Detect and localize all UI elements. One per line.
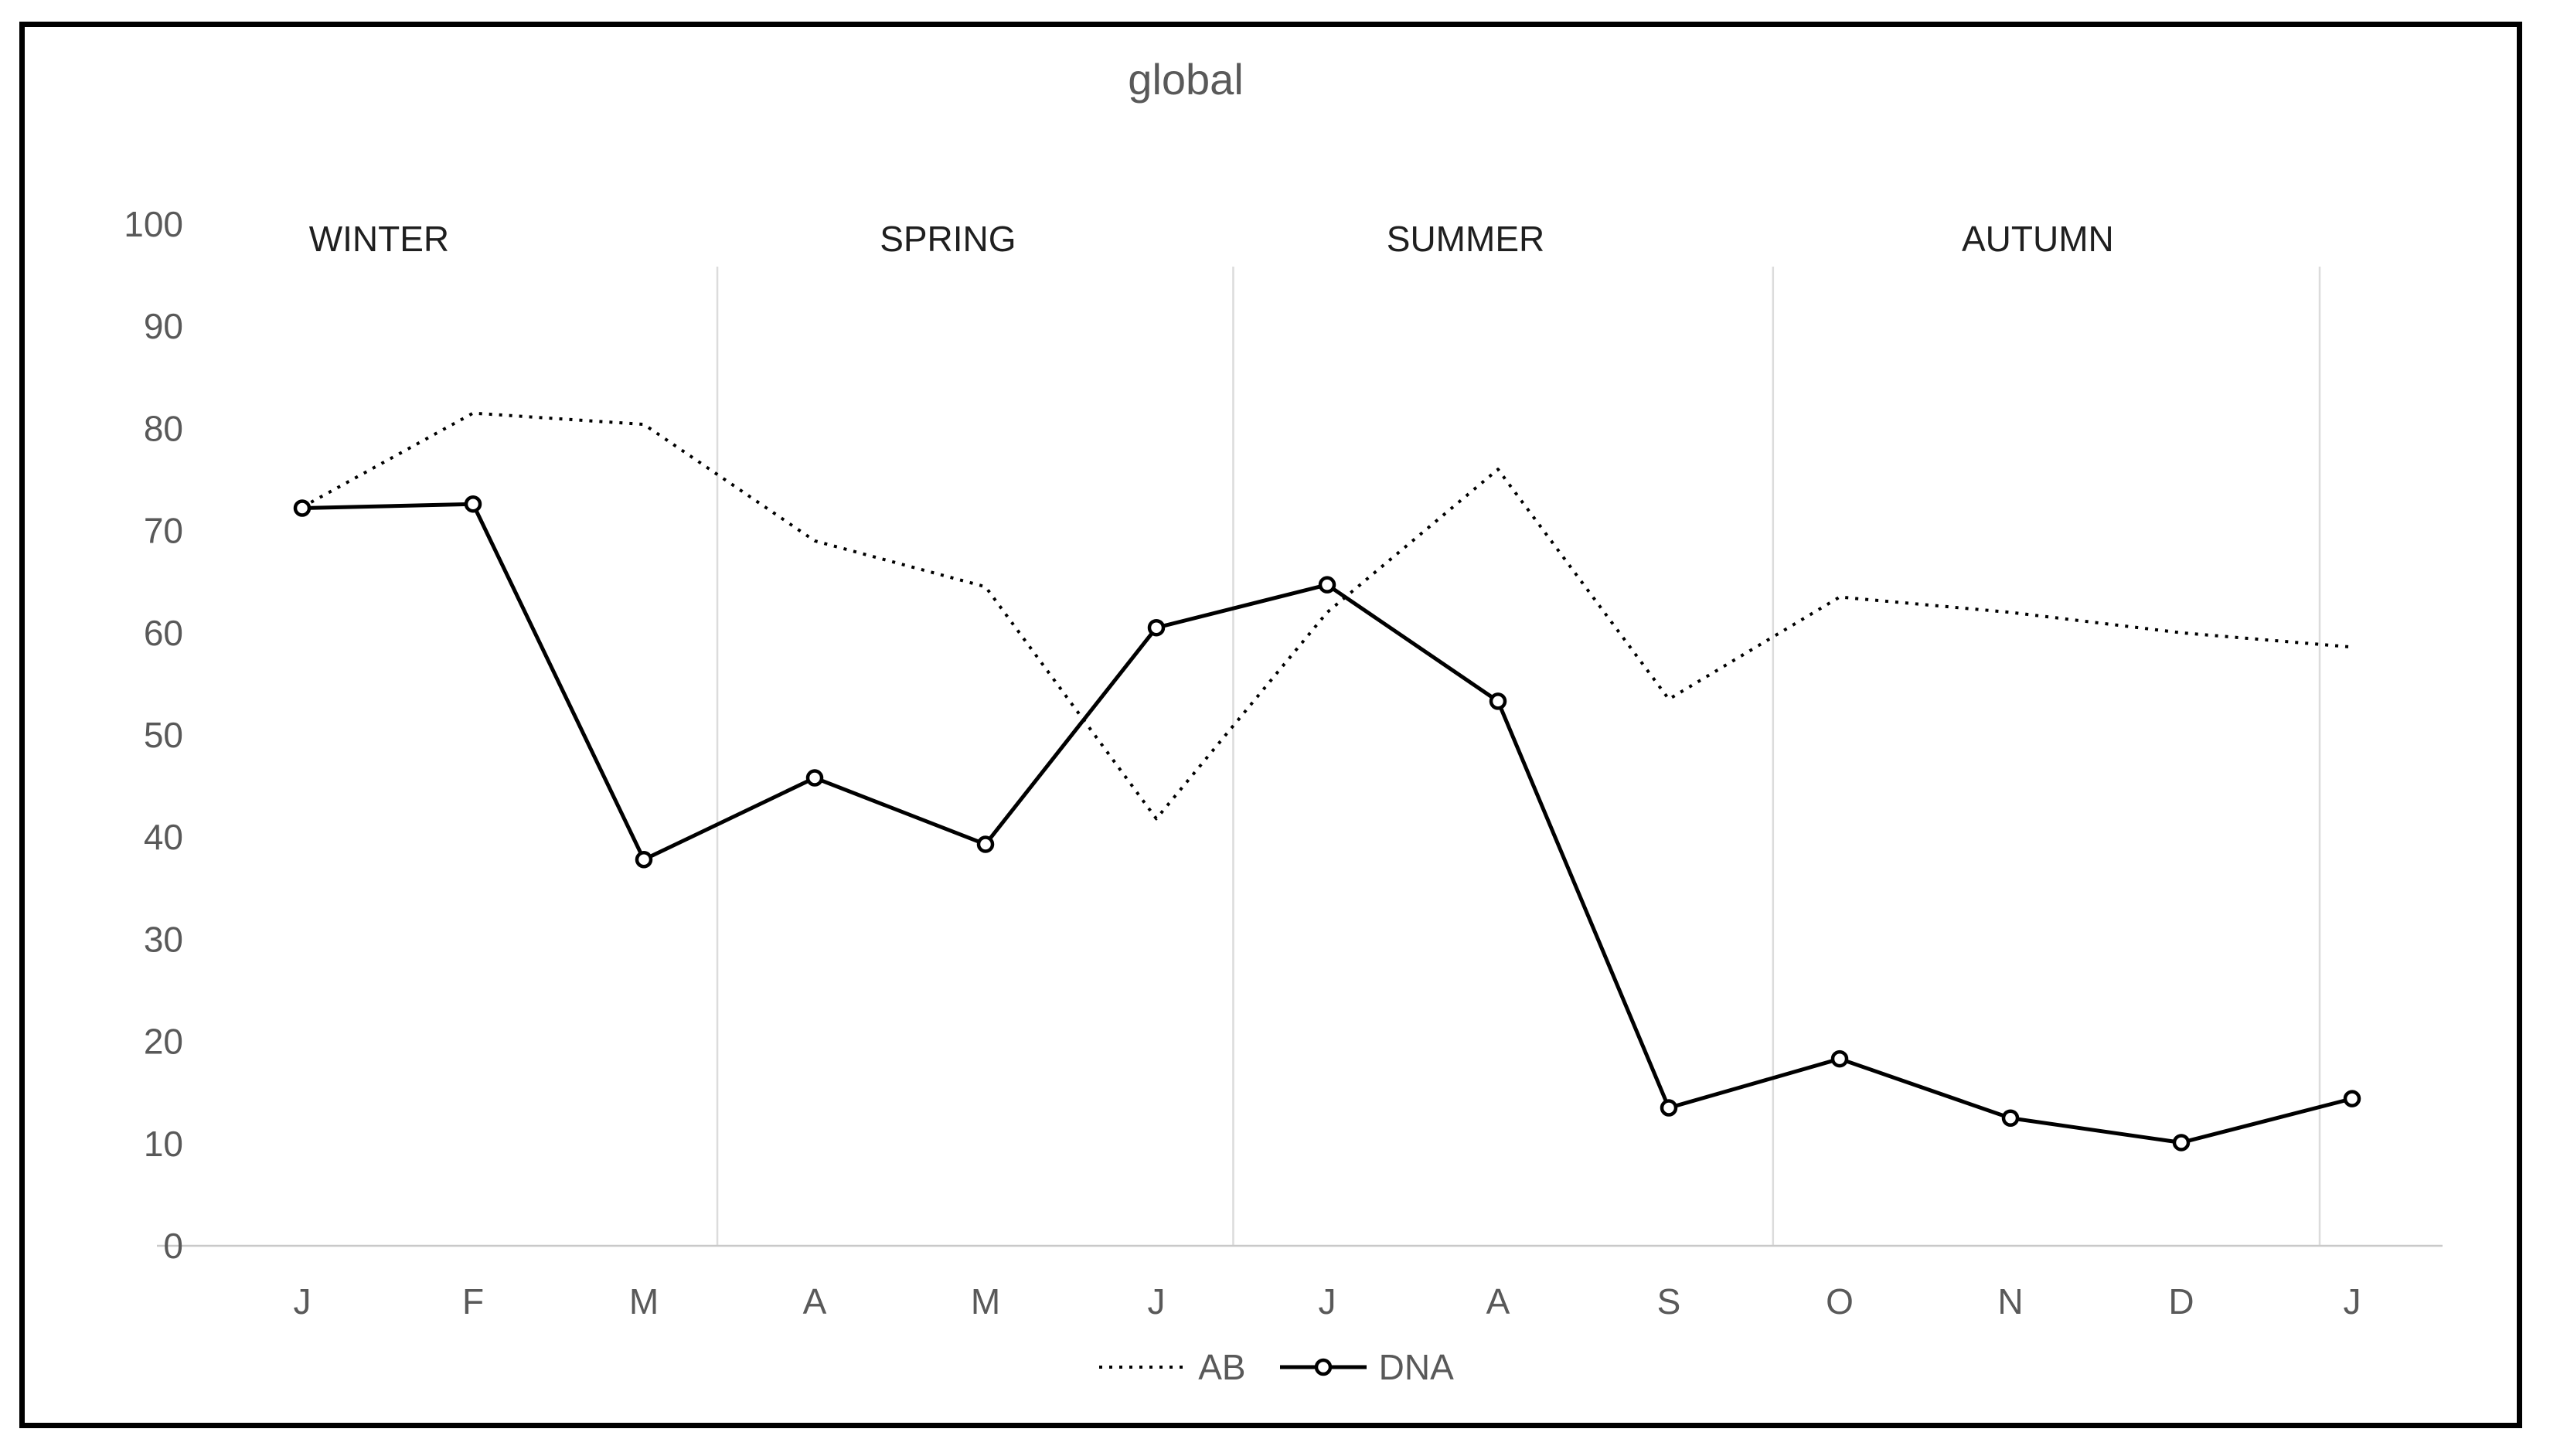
legend: AB DNA bbox=[0, 1346, 2550, 1388]
dna-data-marker bbox=[2172, 1134, 2191, 1152]
y-tick-label: 30 bbox=[144, 919, 183, 959]
y-tick-label: 10 bbox=[144, 1124, 183, 1164]
x-month-label: J bbox=[1148, 1281, 1166, 1322]
dna-data-marker bbox=[1489, 692, 1507, 710]
season-label: WINTER bbox=[309, 219, 449, 259]
dna-data-marker bbox=[1660, 1099, 1678, 1117]
x-month-label: A bbox=[1486, 1281, 1510, 1322]
y-tick-label: 70 bbox=[144, 511, 183, 551]
legend-item-ab: AB bbox=[1096, 1346, 1246, 1388]
y-tick-label: 50 bbox=[144, 715, 183, 755]
x-month-label: O bbox=[1826, 1281, 1854, 1322]
y-tick-label: 80 bbox=[144, 408, 183, 448]
y-tick-label: 20 bbox=[144, 1022, 183, 1062]
chart-title: global bbox=[1128, 55, 1244, 104]
dna-data-marker bbox=[2001, 1109, 2020, 1127]
dna-data-marker bbox=[293, 499, 312, 517]
x-month-label: J bbox=[2344, 1281, 2361, 1322]
dna-line-marker-icon bbox=[1279, 1358, 1367, 1376]
ab-dotted-line-icon bbox=[1099, 1366, 1186, 1369]
x-month-label: F bbox=[462, 1281, 484, 1322]
x-month-label: J bbox=[294, 1281, 312, 1322]
dna-data-marker bbox=[2343, 1090, 2361, 1107]
chart-frame bbox=[19, 22, 2522, 1428]
legend-item-dna: DNA bbox=[1277, 1346, 1454, 1388]
x-month-label: M bbox=[629, 1281, 659, 1322]
y-tick-label: 60 bbox=[144, 613, 183, 653]
dna-data-marker bbox=[1318, 576, 1336, 594]
dna-data-marker bbox=[805, 769, 824, 787]
dna-data-marker bbox=[976, 835, 995, 853]
x-month-label: S bbox=[1657, 1281, 1681, 1322]
x-month-label: M bbox=[971, 1281, 1000, 1322]
season-label: SUMMER bbox=[1387, 219, 1544, 259]
dna-data-marker bbox=[1147, 618, 1166, 637]
x-month-label: N bbox=[1997, 1281, 2023, 1322]
dna-data-marker bbox=[635, 851, 653, 869]
dna-data-marker bbox=[1830, 1049, 1849, 1068]
legend-label-ab: AB bbox=[1198, 1347, 1246, 1387]
season-label: AUTUMN bbox=[1962, 219, 2114, 259]
y-tick-label: 90 bbox=[144, 306, 183, 346]
legend-label-dna: DNA bbox=[1378, 1347, 1454, 1387]
season-label: SPRING bbox=[880, 219, 1016, 259]
y-tick-label: 100 bbox=[124, 204, 183, 244]
ab-series-line bbox=[301, 411, 2353, 821]
x-month-label: D bbox=[2168, 1281, 2194, 1322]
dna-series-line bbox=[301, 502, 2353, 1145]
y-tick-label: 40 bbox=[144, 817, 183, 857]
x-month-label: J bbox=[1319, 1281, 1336, 1322]
y-tick-label: 0 bbox=[163, 1226, 183, 1266]
x-month-label: A bbox=[803, 1281, 827, 1322]
dna-data-marker bbox=[464, 495, 482, 513]
